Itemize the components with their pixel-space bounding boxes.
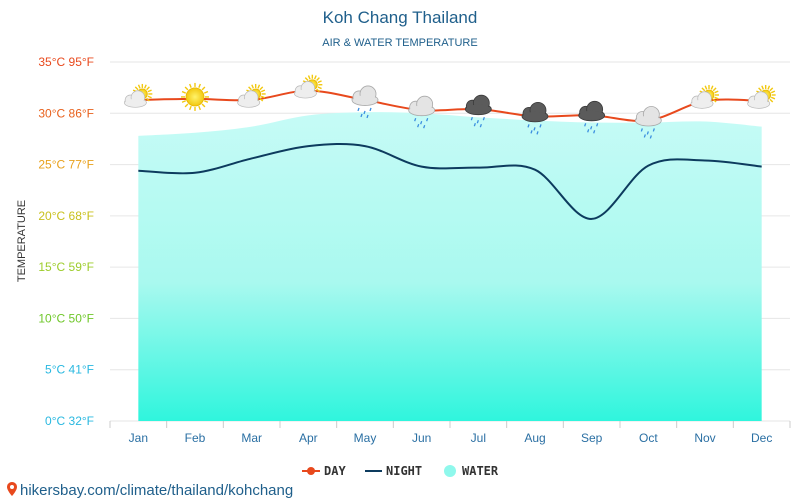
x-axis-ticks: Jan Feb Mar Apr May Jun Jul Aug Sep Oct Nov Dec <box>129 431 773 445</box>
y-tick-label: 35°C 95°F <box>38 55 94 69</box>
x-tick-label: Jun <box>412 431 431 445</box>
x-tick-label: Nov <box>694 431 715 445</box>
x-tick-label: Dec <box>751 431 772 445</box>
water-series-area <box>138 112 762 422</box>
legend-night-label: NIGHT <box>386 464 422 478</box>
legend-water-label: WATER <box>462 464 499 478</box>
legend: DAY NIGHT WATER <box>302 464 499 478</box>
partly-cloudy-icon <box>747 84 776 109</box>
x-tick-label: Sep <box>581 431 603 445</box>
x-tick-label: Jul <box>471 431 486 445</box>
legend-day-marker <box>307 467 315 475</box>
x-tick-label: May <box>354 431 377 445</box>
cloudy-rain-icon <box>634 106 662 139</box>
x-tick-label: Aug <box>524 431 545 445</box>
sunny-icon <box>181 82 209 111</box>
map-pin-icon <box>7 482 17 496</box>
chart-subtitle: AIR & WATER TEMPERATURE <box>322 37 477 49</box>
legend-item-day[interactable]: DAY <box>302 464 346 478</box>
source-link-text: hikersbay.com/climate/thailand/kohchang <box>20 482 293 499</box>
x-tick-label: Oct <box>639 431 658 445</box>
partly-cloudy-icon <box>123 83 153 108</box>
y-tick-label: 0°C 32°F <box>45 414 94 428</box>
x-tick-label: Jan <box>129 431 148 445</box>
y-tick-label: 5°C 41°F <box>45 363 94 377</box>
chart-title: Koh Chang Thailand <box>323 8 478 27</box>
legend-item-water[interactable]: WATER <box>444 464 499 478</box>
legend-water-swatch <box>444 465 456 477</box>
cloudy-rain-icon <box>408 95 436 129</box>
dark-cloud-rain-icon <box>464 94 492 128</box>
dark-cloud-rain-icon <box>578 100 606 134</box>
legend-item-night[interactable]: NIGHT <box>365 464 422 478</box>
dark-cloud-rain-icon <box>521 101 549 135</box>
y-tick-label: 20°C 68°F <box>38 209 94 223</box>
x-tick-label: Feb <box>185 431 206 445</box>
cloudy-rain-icon <box>351 85 379 119</box>
night-series-line <box>138 143 762 220</box>
partly-cloudy-icon <box>690 84 719 109</box>
legend-day-label: DAY <box>324 464 346 478</box>
partly-cloudy-icon <box>237 83 266 108</box>
y-tick-label: 30°C 86°F <box>38 106 94 120</box>
x-tick-label: Apr <box>299 431 318 445</box>
y-tick-label: 15°C 59°F <box>38 260 94 274</box>
source-link[interactable]: hikersbay.com/climate/thailand/kohchang <box>7 482 293 499</box>
partly-cloudy-icon <box>293 74 323 99</box>
x-tick-label: Mar <box>241 431 262 445</box>
y-axis-ticks: 0°C 32°F 5°C 41°F 10°C 50°F 15°C 59°F 20°C 6… <box>38 55 94 428</box>
y-tick-label: 25°C 77°F <box>38 158 94 172</box>
weather-icons <box>123 74 776 139</box>
y-tick-label: 10°C 50°F <box>38 311 94 325</box>
y-axis-label: TEMPERATURE <box>16 200 28 282</box>
